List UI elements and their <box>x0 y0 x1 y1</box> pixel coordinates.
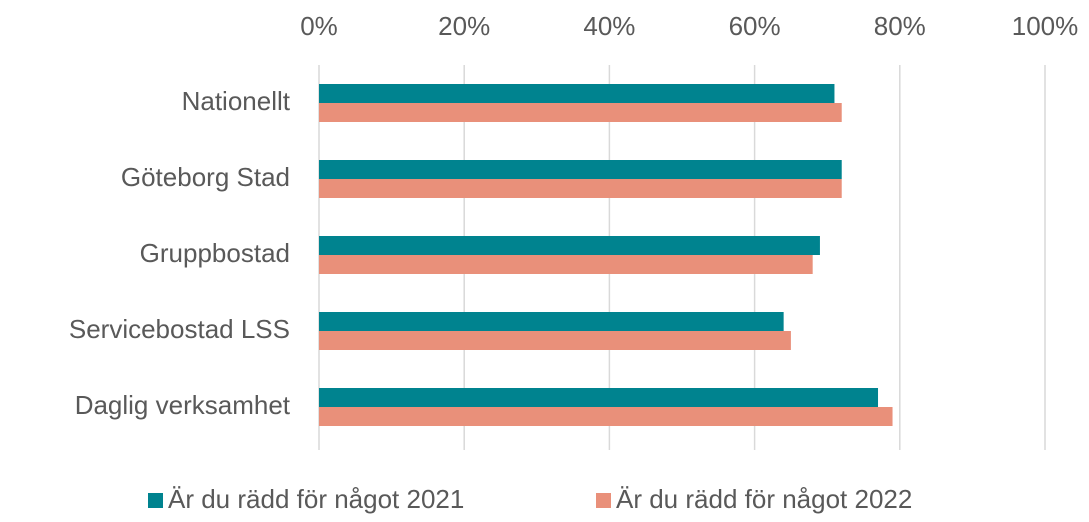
y-tick-label: Gruppbostad <box>140 238 290 268</box>
x-tick-label: 100% <box>1012 11 1079 41</box>
bar <box>319 331 791 350</box>
bar <box>319 312 784 331</box>
bar <box>319 236 820 255</box>
y-tick-label: Göteborg Stad <box>121 162 290 192</box>
y-tick-label: Nationellt <box>182 86 291 116</box>
legend-swatch <box>148 493 163 508</box>
legend-swatch <box>596 493 611 508</box>
bar <box>319 103 842 122</box>
legend-label: Är du rädd för något 2022 <box>616 484 912 514</box>
bar <box>319 407 893 426</box>
bar <box>319 255 813 274</box>
x-tick-label: 60% <box>729 11 781 41</box>
y-tick-label: Daglig verksamhet <box>75 390 291 420</box>
legend-label: Är du rädd för något 2021 <box>168 484 464 514</box>
x-tick-label: 40% <box>583 11 635 41</box>
bar <box>319 179 842 198</box>
x-tick-label: 80% <box>874 11 926 41</box>
x-tick-label: 0% <box>300 11 338 41</box>
y-tick-label: Servicebostad LSS <box>69 314 290 344</box>
x-tick-label: 20% <box>438 11 490 41</box>
bar <box>319 388 879 407</box>
bar <box>319 160 842 179</box>
bar <box>319 84 835 103</box>
